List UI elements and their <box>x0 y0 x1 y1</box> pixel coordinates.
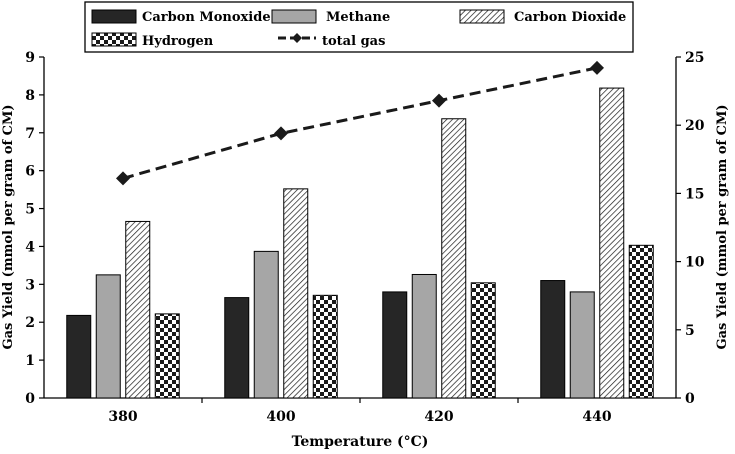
right-tick-label-25: 25 <box>685 50 704 66</box>
bar-methane-380 <box>95 274 121 399</box>
bar-methane-400 <box>253 250 279 399</box>
total-gas-line <box>122 66 598 180</box>
total-gas-marker-420 <box>432 93 446 108</box>
bar-hydrogen-400 <box>312 294 338 399</box>
legend-label-carbon-dioxide: Carbon Dioxide <box>514 10 626 25</box>
legend-swatch-hydrogen <box>91 32 137 47</box>
right-tick-label-0: 0 <box>685 391 695 407</box>
right-tick-label-15: 15 <box>685 186 704 202</box>
x-tick-label-420: 420 <box>424 409 453 425</box>
bar-carbon-monoxide-440 <box>540 280 566 399</box>
legend-swatch-carbon-dioxide <box>459 9 505 24</box>
right-tick-label-10: 10 <box>685 255 705 271</box>
bar-carbon-dioxide-400 <box>283 188 309 399</box>
left-axis-label: Gas Yield (mmol per gram of CM) <box>1 104 16 349</box>
legend-marker-total-gas <box>292 33 302 43</box>
bar-carbon-dioxide-380 <box>125 220 151 399</box>
right-axis-ticks: 0 5 10 15 20 25 <box>676 50 705 407</box>
bar-carbon-monoxide-380 <box>66 314 92 399</box>
total-gas-marker-380 <box>116 171 130 186</box>
bar-hydrogen-380 <box>154 313 180 399</box>
left-tick-label-0: 0 <box>25 391 35 407</box>
left-axis-ticks: 0 1 2 3 4 5 6 7 8 9 <box>25 50 44 407</box>
total-gas-marker-440 <box>590 60 604 75</box>
legend-label-carbon-monoxide: Carbon Monoxide <box>142 10 271 25</box>
legend: Carbon Monoxide Methane Carbon Dioxide Hydr… <box>84 1 634 53</box>
legend-swatch-methane <box>271 9 317 24</box>
x-tick-label-440: 440 <box>582 409 611 425</box>
bar-carbon-monoxide-400 <box>224 297 250 399</box>
x-tick-label-400: 400 <box>266 409 295 425</box>
total-gas-marker-400 <box>274 126 288 141</box>
legend-label-hydrogen: Hydrogen <box>142 34 214 49</box>
total-gas-line-group <box>116 60 604 186</box>
left-tick-label-6: 6 <box>25 164 35 180</box>
left-tick-label-5: 5 <box>25 202 35 218</box>
bar-carbon-dioxide-440 <box>599 87 625 399</box>
left-tick-label-8: 8 <box>25 88 35 104</box>
x-axis-ticks: 380 400 420 440 <box>108 398 612 425</box>
bar-hydrogen-440 <box>628 244 654 399</box>
legend-swatch-carbon-monoxide <box>91 9 137 24</box>
legend-box <box>84 1 634 53</box>
right-tick-label-20: 20 <box>685 118 705 134</box>
left-tick-label-2: 2 <box>25 315 35 331</box>
x-tick-label-380: 380 <box>108 409 137 425</box>
bar-hydrogen-420 <box>470 282 496 399</box>
bar-carbon-monoxide-420 <box>382 291 408 399</box>
bar-methane-440 <box>569 291 595 399</box>
right-axis-label: Gas Yield (mmol per gram of CM) <box>715 104 730 349</box>
bar-group <box>66 87 654 399</box>
x-axis-label: Temperature (°C) <box>292 434 429 450</box>
left-tick-label-7: 7 <box>25 126 35 142</box>
left-tick-label-9: 9 <box>25 50 35 66</box>
left-tick-label-1: 1 <box>25 353 35 369</box>
left-tick-label-3: 3 <box>25 277 35 293</box>
right-tick-label-5: 5 <box>685 323 695 339</box>
left-tick-label-4: 4 <box>25 239 35 255</box>
bar-carbon-dioxide-420 <box>441 118 467 399</box>
legend-label-total-gas: total gas <box>322 34 385 49</box>
legend-label-methane: Methane <box>326 10 390 25</box>
bar-methane-420 <box>411 273 437 399</box>
